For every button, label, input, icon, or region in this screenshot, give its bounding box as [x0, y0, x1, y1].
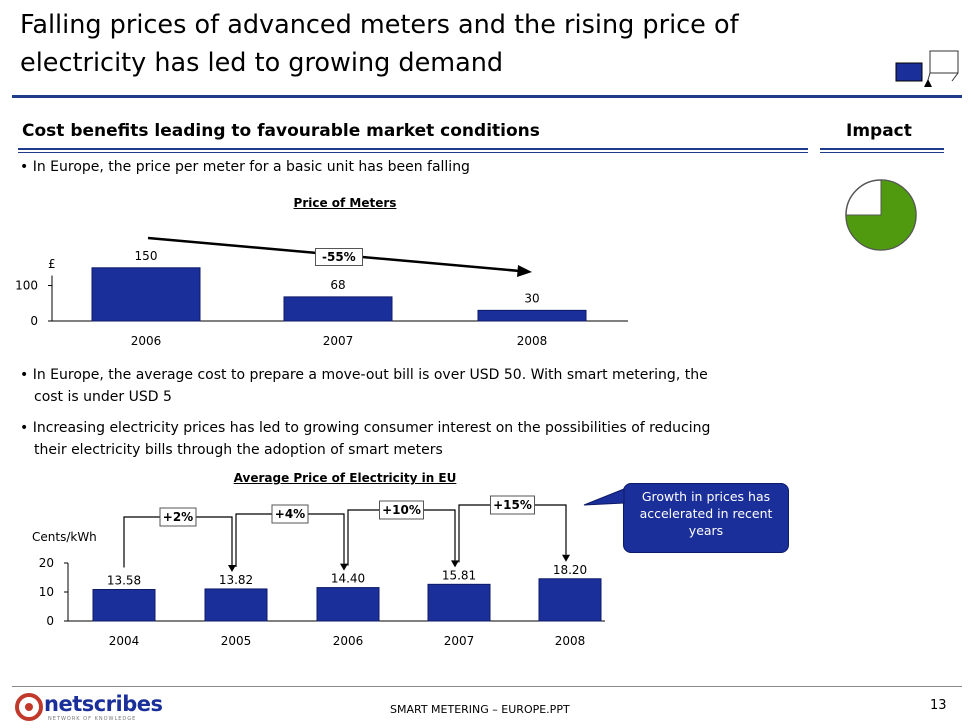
footer-filename: SMART METERING – EUROPE.PPT — [390, 703, 570, 716]
slide-title-line1: Falling prices of advanced meters and th… — [20, 10, 739, 40]
electricity-price-chart: 20 10 0 Cents/kWh 13.58 2004 13.82 2005 14.40 200… — [32, 495, 605, 648]
chart1-value-label: 30 — [524, 291, 539, 305]
chart2-category-label: 2004 — [109, 634, 140, 648]
growth-callout-line2: accelerated in recent — [639, 506, 773, 521]
chart2-bar — [204, 588, 268, 622]
growth-callout-line3: years — [688, 523, 724, 538]
impact-rule — [820, 148, 944, 150]
meter-price-change-label: -55% — [315, 248, 363, 266]
chart2-change-arrow-head — [451, 560, 459, 568]
section-heading-rule-2 — [18, 152, 808, 153]
chart2-value-label: 15.81 — [442, 568, 476, 582]
impact-label: Impact — [846, 121, 912, 141]
chart2-category-label: 2006 — [333, 634, 364, 648]
growth-callout-line1: Growth in prices has — [641, 489, 771, 504]
chart2-change-label-box — [379, 500, 424, 520]
chart2-bar — [538, 578, 602, 622]
slide-layout-icon — [895, 50, 959, 87]
chart2-y-tick-label: 20 — [39, 556, 54, 570]
chart1-category-label: 2006 — [131, 334, 162, 348]
chart1-bar — [477, 309, 587, 322]
chart2-change-label-box — [159, 507, 197, 527]
chart1-y-unit: £ — [48, 257, 56, 271]
chart2-change-label: +10% — [382, 503, 421, 517]
chart2-change-label: +15% — [493, 498, 532, 512]
growth-callout-pointer — [583, 488, 625, 506]
bullet-move-out-bill-line2: cost is under USD 5 — [34, 389, 172, 405]
impact-harvey-ball — [845, 179, 917, 251]
chart2-category-label: 2005 — [221, 634, 252, 648]
chart2-change-label-box — [271, 504, 309, 524]
chart1-bar — [283, 296, 393, 322]
chart2-category-label: 2008 — [555, 634, 586, 648]
impact-rule-2 — [820, 152, 944, 153]
chart1-trend-arrow-head — [517, 265, 532, 277]
netscribes-logo-tagline: NETWORK OF KNOWLEDGE — [48, 716, 137, 722]
growth-callout: Growth in prices has accelerated in rece… — [623, 483, 789, 553]
meter-price-chart: 100 0 £150 2006 68 2007 30 2008 — [15, 236, 628, 348]
impact-harvey-ball-fill — [845, 179, 917, 251]
chart2-category-label: 2007 — [444, 634, 475, 648]
chart1-category-label: 2008 — [517, 334, 548, 348]
bullet-electricity-prices-line1: • Increasing electricity prices has led … — [20, 420, 711, 436]
footer-divider — [12, 686, 962, 687]
chart2-bar — [92, 588, 156, 622]
slide-title-line2: electricity has led to growing demand — [20, 48, 504, 78]
section-heading: Cost benefits leading to favourable mark… — [22, 121, 540, 141]
chart2-bar — [316, 587, 380, 622]
chart1-value-label: 150 — [135, 249, 158, 263]
chart1-y-tick-label: 100 — [15, 279, 38, 293]
section-heading-rule — [18, 148, 808, 150]
chart2-change-arrow-head — [228, 564, 236, 572]
chart2-value-label: 13.82 — [219, 573, 253, 587]
chart1-title: Price of Meters — [293, 196, 397, 210]
chart1-category-label: 2007 — [323, 334, 354, 348]
netscribes-logo-icon — [15, 693, 43, 721]
footer-page-number: 13 — [930, 698, 947, 713]
chart2-change-label: +4% — [275, 507, 305, 521]
chart2-y-unit: Cents/kWh — [32, 530, 97, 544]
chart2-title: Average Price of Electricity in EU — [233, 471, 457, 485]
bullet-move-out-bill-line1: • In Europe, the average cost to prepare… — [20, 367, 708, 383]
chart1-bar — [91, 267, 201, 322]
chart2-change-label-box — [490, 495, 535, 515]
chart1-y-tick-label: 0 — [30, 314, 38, 328]
chart2-y-tick-label: 0 — [46, 614, 54, 628]
chart2-change-label: +2% — [163, 510, 193, 524]
chart2-bar — [427, 583, 491, 622]
chart1-value-label: 68 — [330, 278, 345, 292]
chart2-value-label: 13.58 — [107, 573, 141, 587]
netscribes-logo-text: netscribes — [44, 692, 163, 716]
bullet-move-out-bill: • In Europe, the average cost to prepare… — [20, 364, 708, 408]
chart2-change-arrow-head — [340, 563, 348, 571]
chart2-value-label: 18.20 — [553, 563, 587, 577]
chart2-change-arrow-head — [562, 554, 570, 562]
bullet-electricity-prices-line2: their electricity bills through the adop… — [34, 442, 443, 458]
bullet-electricity-prices: • Increasing electricity prices has led … — [20, 417, 710, 461]
chart2-value-label: 14.40 — [331, 572, 365, 586]
title-divider — [12, 95, 962, 98]
slide-title: Falling prices of advanced meters and th… — [20, 6, 840, 82]
chart2-y-tick-label: 10 — [39, 585, 54, 599]
bullet-meter-price: • In Europe, the price per meter for a b… — [20, 159, 470, 175]
